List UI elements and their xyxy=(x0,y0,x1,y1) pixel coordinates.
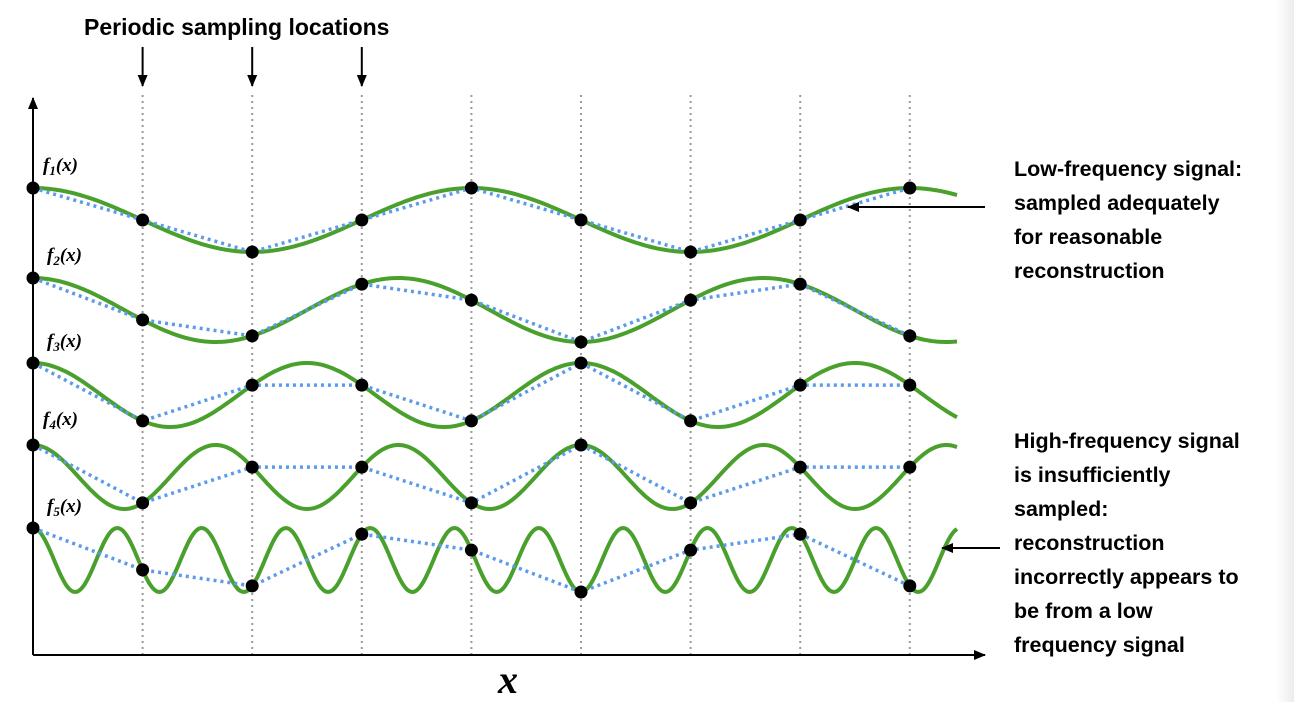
sample-point xyxy=(136,313,150,327)
signals xyxy=(26,181,959,599)
high-frequency-note: High-frequency signal is insufficiently … xyxy=(1014,429,1240,657)
sample-point xyxy=(464,543,478,557)
sample-point xyxy=(574,585,588,599)
sample-point xyxy=(574,335,588,349)
reconstruction-line xyxy=(32,526,911,594)
sample-point xyxy=(245,579,259,593)
f1-label: f1(x) xyxy=(43,155,78,178)
sample-point xyxy=(793,378,807,392)
sample-point xyxy=(355,460,369,474)
sample-point xyxy=(26,438,40,452)
callout-arrows xyxy=(847,202,1000,553)
low-frequency-note: Low-frequency signal: sampled adequately… xyxy=(1014,157,1243,283)
sample-point xyxy=(464,293,478,307)
sample-point xyxy=(684,414,698,428)
sample-point xyxy=(355,277,369,291)
signal-2 xyxy=(26,271,958,349)
signal-labels: f1(x) f2(x) f3(x) f4(x) f5(x) xyxy=(43,155,82,519)
sample-point xyxy=(26,181,40,195)
signal-3 xyxy=(26,356,958,429)
sample-point xyxy=(136,213,150,227)
sample-point xyxy=(903,579,917,593)
sample-point xyxy=(464,414,478,428)
sample-point xyxy=(903,378,917,392)
right-edge-shade xyxy=(1276,0,1294,702)
sample-point xyxy=(355,527,369,541)
sample-point xyxy=(26,521,40,535)
sample-point xyxy=(684,293,698,307)
f3-label: f3(x) xyxy=(47,331,82,354)
sample-point xyxy=(136,496,150,510)
reconstruction-line xyxy=(32,276,911,344)
signal-1 xyxy=(26,181,958,259)
sample-point xyxy=(793,277,807,291)
sample-point xyxy=(245,245,259,259)
sample-point xyxy=(793,213,807,227)
sampling-title: Periodic sampling locations xyxy=(84,14,390,40)
sample-point xyxy=(903,329,917,343)
sampling-arrows xyxy=(137,47,367,87)
sample-point xyxy=(355,213,369,227)
sample-point xyxy=(574,213,588,227)
sample-point xyxy=(136,414,150,428)
sample-point xyxy=(903,181,917,195)
sample-point xyxy=(793,460,807,474)
sample-point xyxy=(355,378,369,392)
sample-point xyxy=(793,527,807,541)
f4-label: f4(x) xyxy=(43,409,78,432)
sample-point xyxy=(26,356,40,370)
sample-point xyxy=(245,329,259,343)
signal-curve xyxy=(33,361,958,429)
sample-point xyxy=(574,356,588,370)
sample-point xyxy=(26,271,40,285)
sample-point xyxy=(136,563,150,577)
f5-label: f5(x) xyxy=(47,496,82,519)
sample-point xyxy=(684,543,698,557)
sample-point xyxy=(684,245,698,259)
sample-point xyxy=(903,460,917,474)
x-axis-label: x xyxy=(497,657,518,702)
signal-5 xyxy=(26,521,959,599)
f2-label: f2(x) xyxy=(47,245,82,268)
sample-point xyxy=(464,496,478,510)
sample-point xyxy=(574,438,588,452)
sample-point xyxy=(245,460,259,474)
sample-point xyxy=(245,378,259,392)
signal-4 xyxy=(26,438,958,512)
sample-point xyxy=(464,181,478,195)
signal-curve xyxy=(32,442,958,512)
sample-point xyxy=(684,496,698,510)
signal-curve xyxy=(33,186,958,254)
